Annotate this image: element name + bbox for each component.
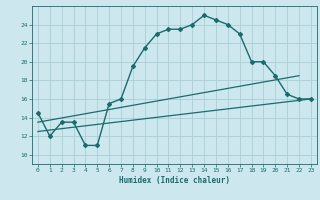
- X-axis label: Humidex (Indice chaleur): Humidex (Indice chaleur): [119, 176, 230, 185]
